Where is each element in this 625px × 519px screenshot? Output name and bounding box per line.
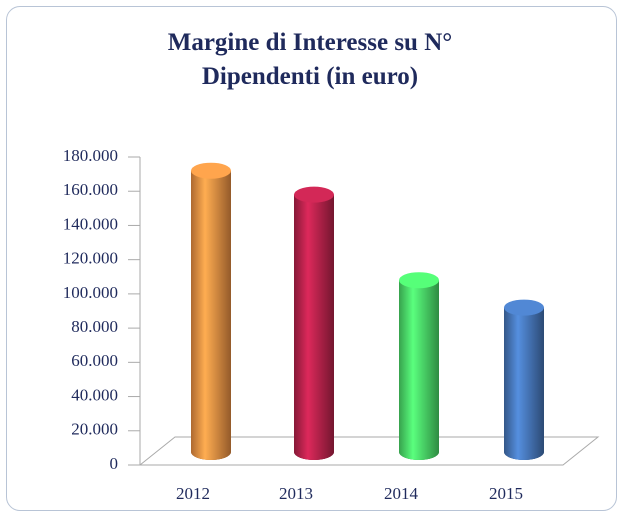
bar-body [399, 280, 439, 452]
y-tick-label: 160.000 [63, 180, 118, 199]
y-tick-label: 120.000 [63, 249, 118, 268]
bar-body [294, 194, 334, 452]
bar-top [294, 186, 334, 203]
y-tick-label: 80.000 [71, 317, 118, 336]
floor [138, 436, 600, 466]
bar-bottom-cap [399, 444, 439, 460]
bar [191, 162, 231, 460]
chart-title: Margine di Interesse su N° Dipendenti (i… [167, 29, 453, 90]
bar-body [504, 307, 544, 452]
bar-body [191, 170, 231, 452]
chart-frame [6, 6, 617, 511]
y-tick-label: 180.000 [63, 146, 118, 165]
x-tick-label: 2012 [176, 484, 210, 503]
y-tick-label: 0 [110, 454, 119, 473]
y-tick-label: 20.000 [71, 420, 118, 439]
bar-top [399, 272, 439, 289]
x-tick-label: 2013 [279, 484, 313, 503]
bar [294, 186, 334, 460]
x-tick-label: 2014 [384, 484, 419, 503]
y-tick-label: 60.000 [71, 351, 118, 370]
bar-bottom-cap [294, 444, 334, 460]
bar [504, 299, 544, 460]
bar-top [504, 299, 544, 316]
bar [399, 272, 439, 460]
bar-top [191, 162, 231, 179]
x-tick-label: 2015 [489, 484, 523, 503]
bar-bottom-cap [504, 444, 544, 460]
y-tick-label: 100.000 [63, 283, 118, 302]
y-tick-label: 140.000 [63, 214, 118, 233]
bar-bottom-cap [191, 444, 231, 460]
y-tick-label: 40.000 [71, 385, 118, 404]
